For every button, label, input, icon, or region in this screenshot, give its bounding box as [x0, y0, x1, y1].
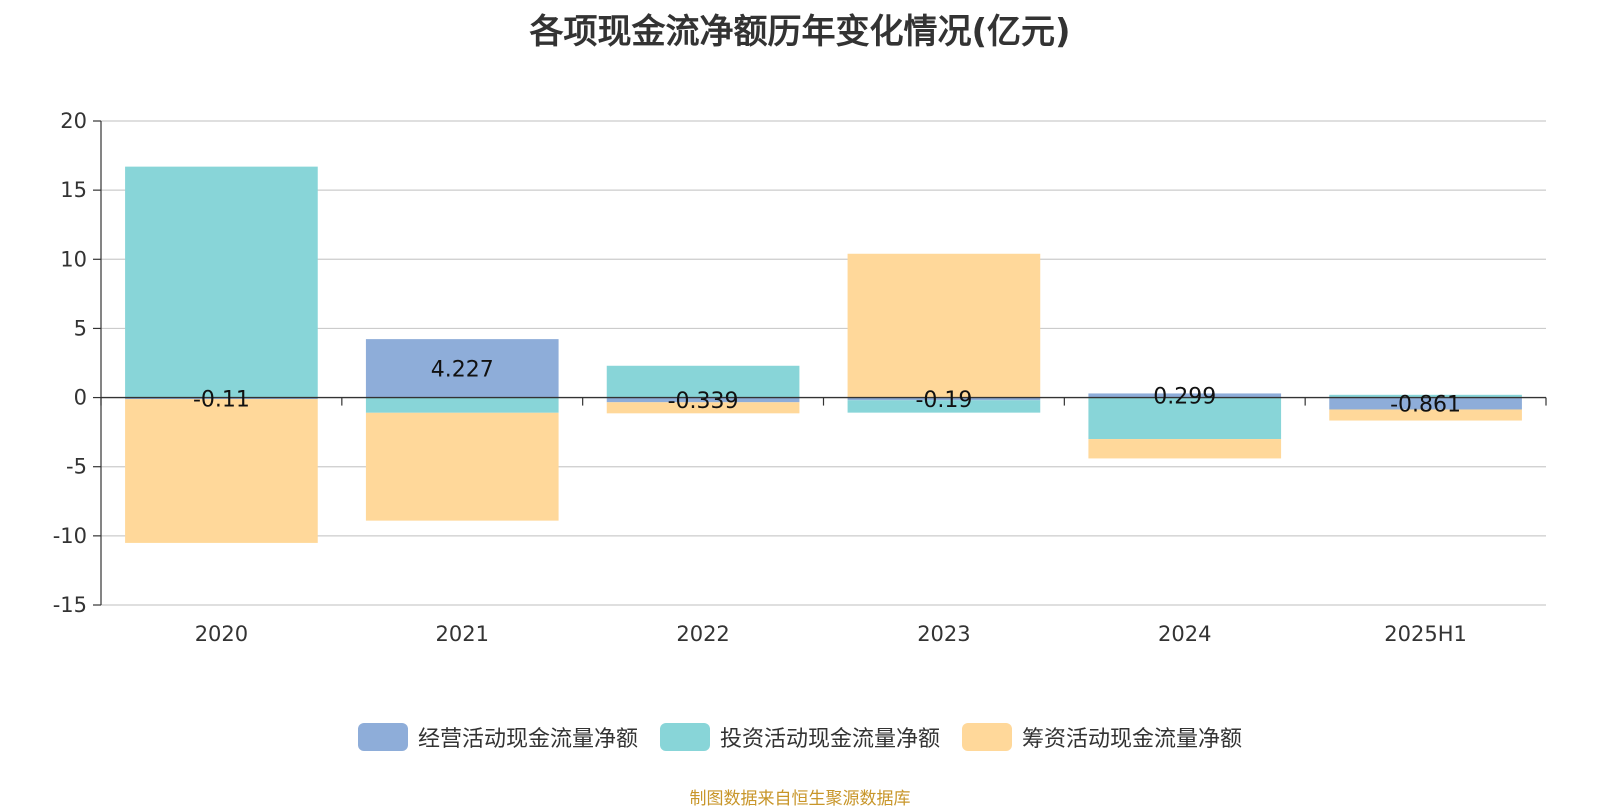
- bar-operating[interactable]: [606, 397, 800, 403]
- data-label: 0.299: [1153, 385, 1216, 410]
- bar-financing[interactable]: [1088, 439, 1282, 459]
- y-tick-label: 10: [60, 247, 87, 271]
- data-label: -0.11: [193, 387, 250, 412]
- bar-financing[interactable]: [606, 402, 800, 414]
- bar-operating[interactable]: [1329, 397, 1522, 410]
- y-tick-label: 5: [74, 316, 87, 340]
- grid-lines: [101, 120, 1546, 606]
- legend-swatch-operating: [357, 723, 408, 751]
- y-tick-label: 15: [60, 178, 87, 202]
- data-label: -0.19: [915, 388, 972, 413]
- bar-operating[interactable]: [125, 397, 318, 400]
- bars: [125, 166, 1522, 543]
- bar-investing[interactable]: [847, 400, 1041, 413]
- x-tick-label: 2022: [676, 622, 729, 646]
- bar-financing[interactable]: [1329, 409, 1522, 421]
- x-tick-label: 2023: [917, 622, 970, 646]
- y-tick-label: 0: [74, 386, 87, 410]
- data-label: -0.861: [1390, 393, 1461, 418]
- x-tick-label: 2020: [195, 622, 248, 646]
- bar-operating[interactable]: [365, 339, 559, 398]
- x-tick-label: 2021: [436, 622, 489, 646]
- legend-swatch-investing: [659, 723, 710, 751]
- bar-investing[interactable]: [125, 166, 318, 398]
- data-label: -0.339: [668, 389, 739, 414]
- y-tick-label: -5: [66, 455, 87, 479]
- bar-investing[interactable]: [1329, 394, 1522, 398]
- source-note: 制图数据来自恒生聚源数据库: [689, 789, 911, 809]
- x-tick-label: 2025H1: [1384, 622, 1467, 646]
- x-tick-label: 2024: [1158, 622, 1211, 646]
- bar-financing[interactable]: [847, 253, 1041, 398]
- bar-operating[interactable]: [847, 397, 1041, 401]
- chart-plot: 20 15 10 5 0 -5 -10 -15 2020 2021 2022 2023 2024 2025…: [53, 109, 1547, 646]
- bar-investing[interactable]: [1088, 397, 1282, 440]
- chart-title: 各项现金流净额历年变化情况(亿元): [529, 12, 1071, 52]
- legend-swatch-financing: [962, 723, 1012, 751]
- axes: 20 15 10 5 0 -5 -10 -15 2020 2021 2022 2023 2024 2025…: [53, 109, 1547, 646]
- legend-label-financing: 筹资活动现金流量净额: [1022, 727, 1243, 752]
- legend-label-operating: 经营活动现金流量净额: [417, 727, 638, 752]
- data-labels: -0.11 4.227 -0.339 -0.19 0.299 -0.861: [193, 357, 1461, 417]
- legend-label-investing: 投资活动现金流量净额: [719, 727, 940, 752]
- bar-investing[interactable]: [365, 397, 559, 413]
- y-tick-label: -10: [53, 524, 87, 548]
- data-label: 4.227: [431, 357, 494, 382]
- legend: 经营活动现金流量净额 投资活动现金流量净额 筹资活动现金流量净额: [0, 720, 1600, 754]
- legend-item-operating[interactable]: 经营活动现金流量净额: [357, 721, 638, 753]
- bar-operating[interactable]: [1088, 393, 1282, 398]
- y-tick-label: -15: [53, 593, 87, 617]
- legend-item-financing[interactable]: 筹资活动现金流量净额: [962, 721, 1242, 753]
- y-tick-label: 20: [60, 109, 87, 133]
- bar-financing[interactable]: [365, 412, 559, 521]
- legend-item-investing[interactable]: 投资活动现金流量净额: [659, 721, 940, 753]
- bar-investing[interactable]: [606, 365, 800, 398]
- bar-financing[interactable]: [125, 399, 318, 543]
